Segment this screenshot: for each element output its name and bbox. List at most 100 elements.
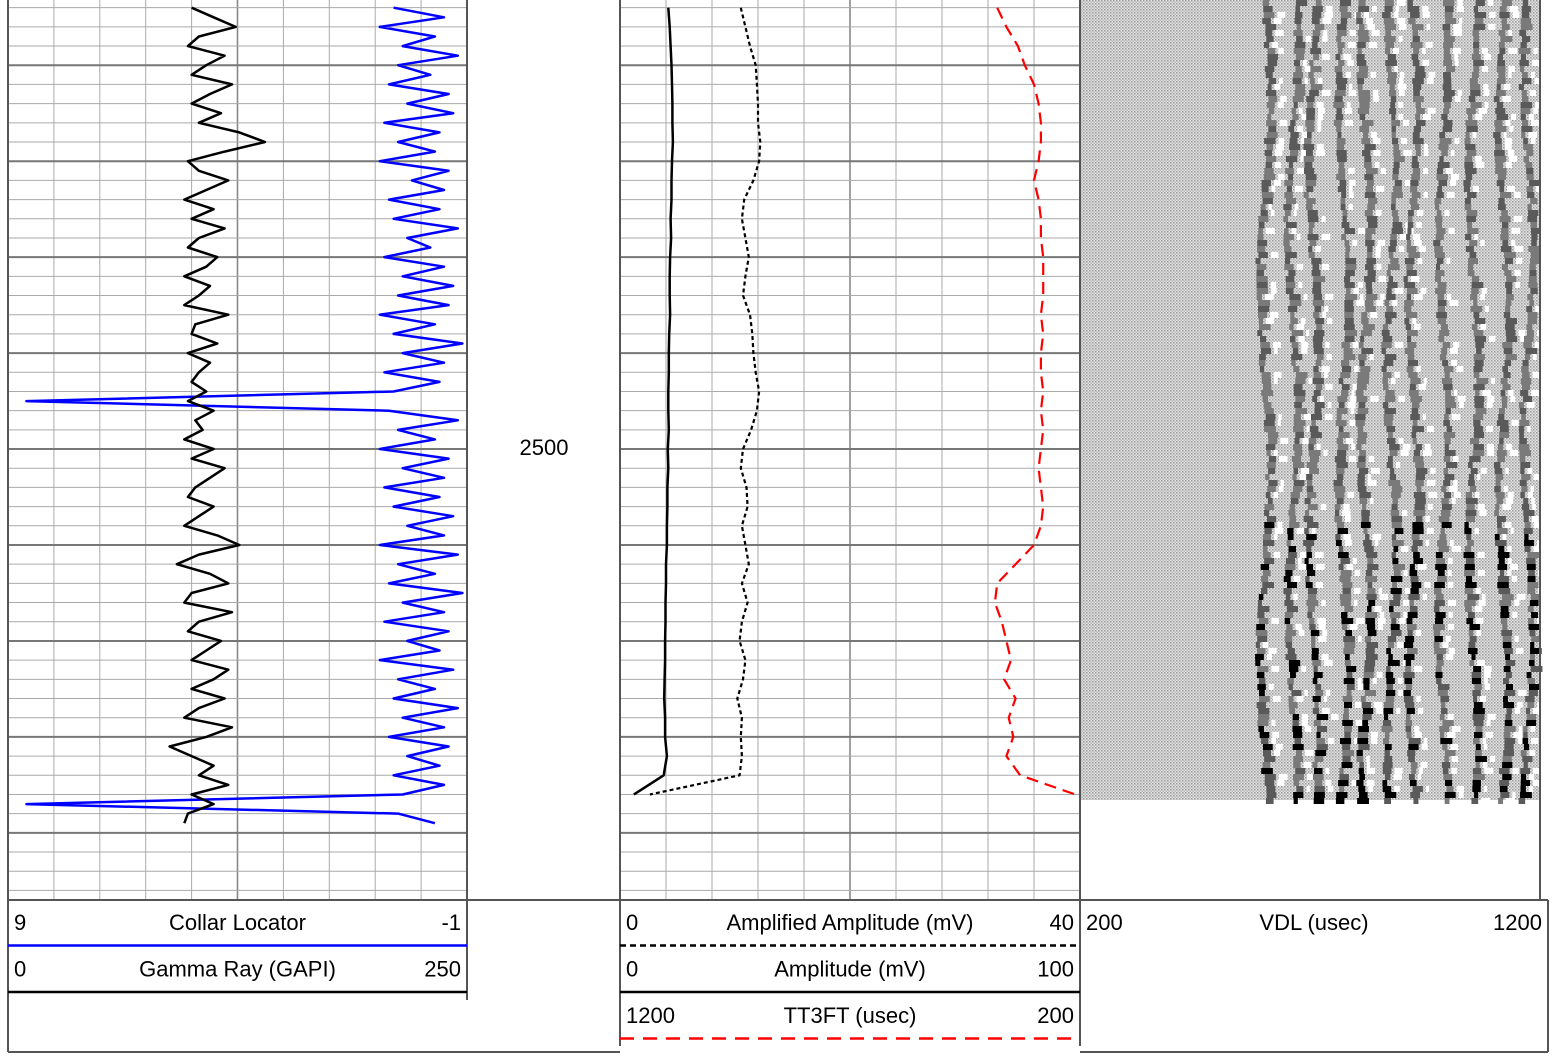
vdl-stripe: [1339, 576, 1351, 582]
vdl-stripe: [1386, 270, 1391, 276]
vdl-stripe: [1314, 408, 1322, 414]
vdl-stripe: [1530, 666, 1543, 672]
vdl-stripe: [1527, 294, 1534, 300]
vdl-stripe: [1366, 768, 1376, 774]
vdl-stripe: [1444, 798, 1450, 804]
vdl-stripe: [1301, 348, 1308, 354]
vdl-stripe: [1398, 90, 1405, 96]
vdl-stripe: [1516, 594, 1526, 600]
vdl-stripe: [1523, 156, 1530, 162]
vdl-stripe: [1343, 648, 1355, 654]
vdl-stripe: [1316, 744, 1328, 750]
vdl-stripe: [1436, 228, 1446, 234]
vdl-stripe: [1266, 144, 1274, 150]
vdl-stripe: [1386, 684, 1393, 690]
log-curve: [25, 6, 464, 825]
vdl-stripe: [1344, 240, 1350, 246]
vdl-stripe: [1473, 42, 1480, 48]
vdl-stripe: [1473, 6, 1479, 12]
vdl-stripe: [1344, 606, 1354, 612]
vdl-stripe: [1393, 162, 1400, 168]
vdl-stripe: [1385, 30, 1392, 36]
vdl-stripe: [1306, 786, 1310, 792]
vdl-stripe: [1343, 678, 1355, 684]
vdl-stripe: [1426, 528, 1434, 534]
vdl-stripe: [1312, 696, 1321, 702]
vdl-stripe: [1346, 672, 1353, 678]
vdl-stripe: [1399, 72, 1405, 78]
vdl-stripe: [1497, 444, 1504, 450]
vdl-stripe: [1534, 78, 1544, 84]
vdl-stripe: [1533, 522, 1543, 528]
vdl-stripe: [1474, 360, 1484, 366]
vdl-stripe: [1350, 396, 1358, 402]
vdl-stripe: [1373, 90, 1379, 96]
vdl-stripe: [1426, 426, 1435, 432]
vdl-stripe: [1439, 156, 1444, 162]
vdl-stripe: [1300, 138, 1306, 144]
vdl-stripe: [1505, 714, 1512, 720]
vdl-stripe: [1412, 402, 1420, 408]
vdl-stripe: [1327, 738, 1335, 744]
vdl-stripe: [1434, 252, 1445, 258]
vdl-stripe: [1417, 564, 1427, 570]
vdl-stripe: [1417, 258, 1423, 264]
vdl-stripe: [1407, 6, 1420, 12]
vdl-stripe: [1527, 576, 1536, 582]
vdl-stripe: [1284, 636, 1293, 642]
vdl-stripe: [1272, 342, 1281, 348]
vdl-stripe: [1439, 726, 1450, 732]
vdl-stripe: [1342, 696, 1353, 702]
vdl-stripe: [1351, 444, 1355, 450]
vdl-stripe: [1469, 636, 1477, 642]
vdl-stripe: [1443, 456, 1451, 462]
vdl-stripe: [1358, 6, 1369, 12]
vdl-stripe: [1541, 600, 1546, 606]
vdl-stripe: [1473, 24, 1486, 30]
vdl-stripe: [1526, 558, 1536, 564]
vdl-stripe: [1473, 372, 1480, 378]
vdl-stripe: [1279, 120, 1288, 126]
vdl-stripe: [1285, 630, 1296, 636]
vdl-stripe: [1272, 732, 1280, 738]
vdl-stripe: [1444, 6, 1454, 12]
vdl-stripe: [1470, 306, 1483, 312]
vdl-stripe: [1437, 162, 1450, 168]
vdl-stripe: [1306, 600, 1319, 606]
vdl-stripe: [1440, 738, 1453, 744]
vdl-stripe: [1362, 504, 1367, 510]
vdl-stripe: [1526, 150, 1534, 156]
vdl-stripe: [1338, 378, 1344, 384]
vdl-stripe: [1474, 318, 1486, 324]
vdl-stripe: [1295, 750, 1303, 756]
vdl-stripe: [1388, 432, 1393, 438]
vdl-stripe: [1443, 30, 1451, 36]
vdl-stripe: [1348, 90, 1357, 96]
vdl-stripe: [1374, 540, 1379, 546]
vdl-stripe: [1264, 138, 1276, 144]
vdl-stripe: [1397, 18, 1406, 24]
vdl-stripe: [1454, 54, 1459, 60]
vdl-stripe: [1274, 528, 1284, 534]
vdl-stripe: [1529, 630, 1536, 636]
vdl-stripe: [1469, 456, 1481, 462]
vdl-stripe: [1405, 720, 1413, 726]
vdl-stripe: [1459, 402, 1464, 408]
vdl-stripe: [1499, 186, 1504, 192]
vdl-stripe: [1524, 336, 1534, 342]
vdl-stripe: [1411, 408, 1419, 414]
vdl-stripe: [1339, 180, 1347, 186]
vdl-stripe: [1268, 438, 1278, 444]
vdl-stripe: [1291, 228, 1297, 234]
vdl-stripe: [1412, 318, 1417, 324]
vdl-stripe: [1376, 264, 1382, 270]
vdl-stripe: [1255, 630, 1268, 636]
vdl-stripe: [1498, 798, 1504, 804]
vdl-stripe: [1447, 570, 1452, 576]
vdl-stripe: [1475, 0, 1485, 6]
vdl-stripe: [1443, 48, 1450, 54]
vdl-stripe: [1504, 138, 1513, 144]
vdl-stripe: [1499, 216, 1511, 222]
vdl-stripe: [1325, 768, 1330, 774]
vdl-stripe: [1487, 396, 1495, 402]
